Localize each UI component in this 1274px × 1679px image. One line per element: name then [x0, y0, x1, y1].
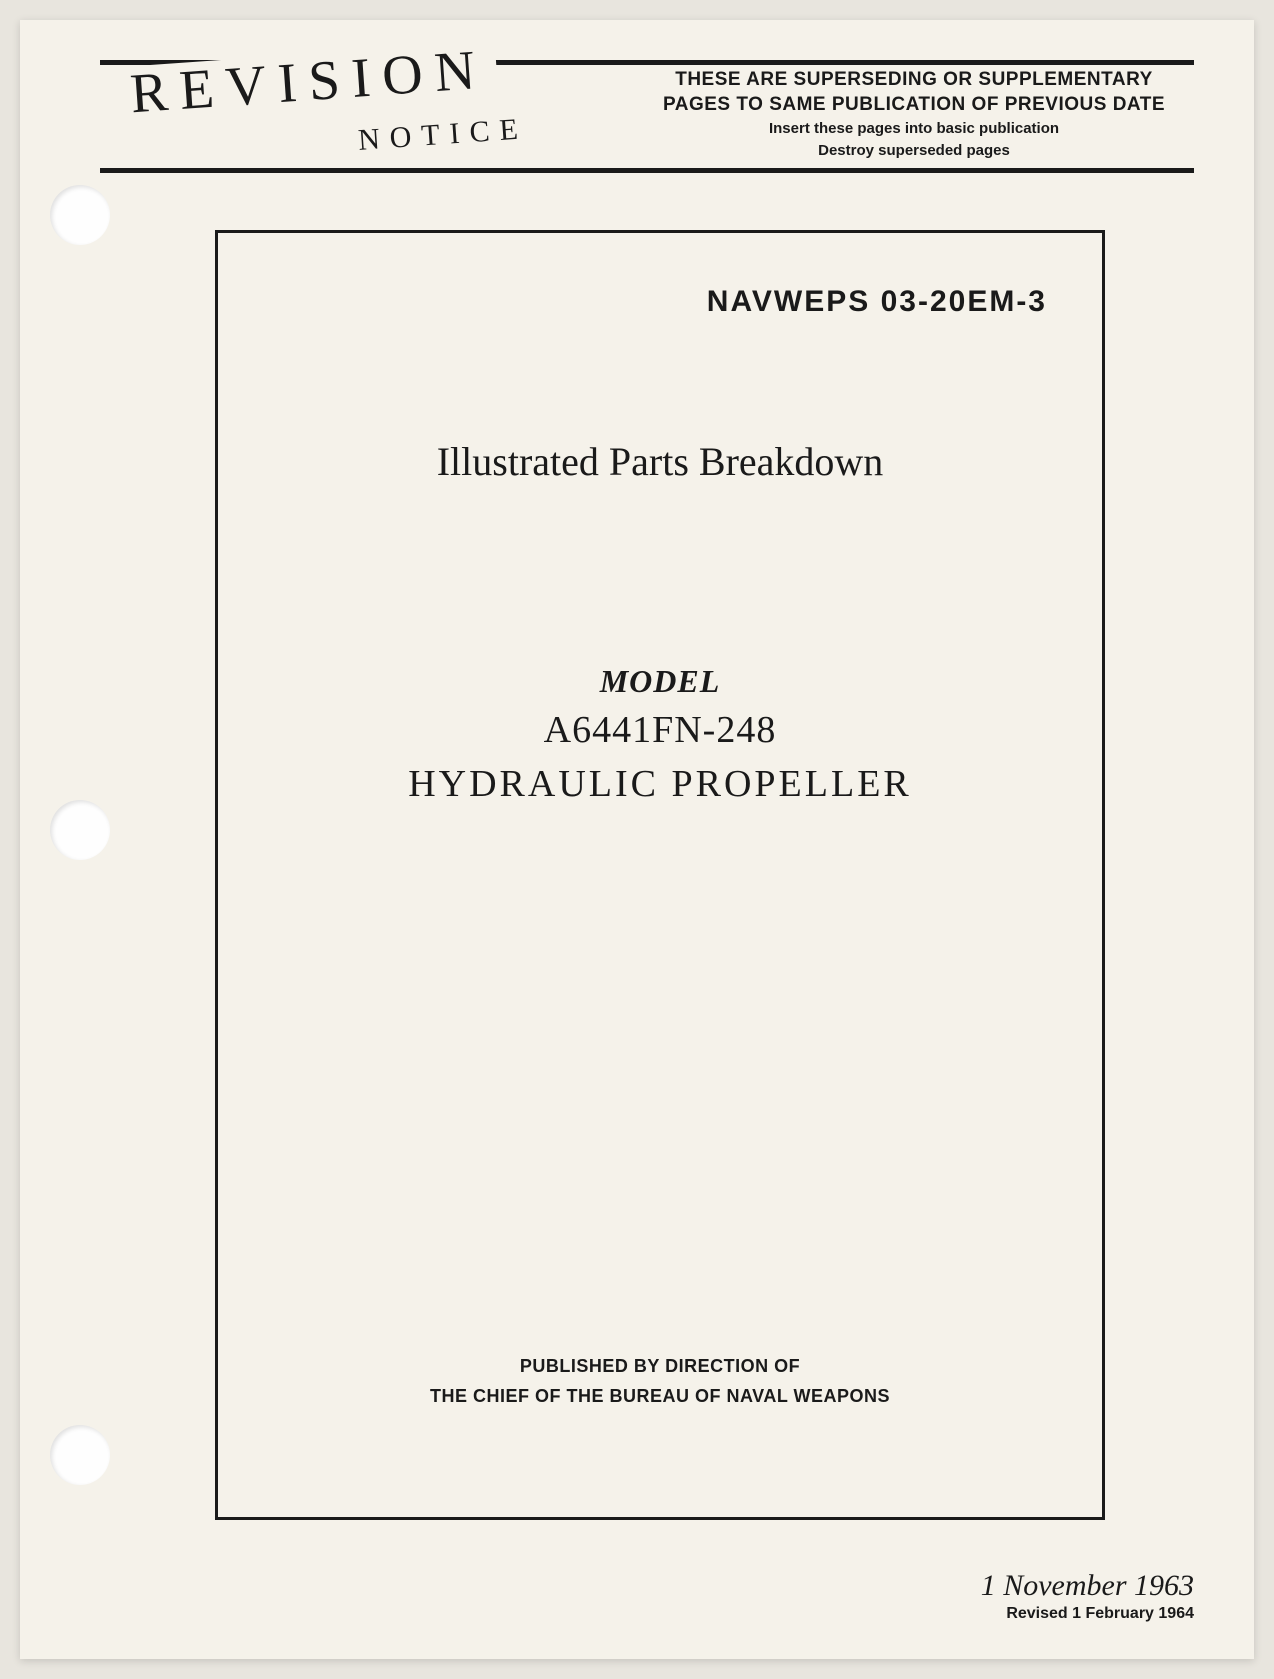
model-block: MODEL A6441FN-248 HYDRAULIC PROPELLER — [218, 663, 1102, 806]
revision-word: REVISION — [119, 41, 499, 123]
supplement-line: THESE ARE SUPERSEDING OR SUPPLEMENTARY — [634, 68, 1194, 93]
revision-notice-header: REVISION NOTICE THESE ARE SUPERSEDING OR… — [100, 60, 1194, 205]
publisher-line: PUBLISHED BY DIRECTION OF — [218, 1351, 1102, 1382]
punch-hole — [50, 800, 110, 860]
revised-date: Revised 1 February 1964 — [981, 1605, 1194, 1623]
supplement-text-block: THESE ARE SUPERSEDING OR SUPPLEMENTARY P… — [634, 68, 1194, 160]
publisher-block: PUBLISHED BY DIRECTION OF THE CHIEF OF T… — [218, 1351, 1102, 1412]
document-number: NAVWEPS 03-20EM-3 — [707, 285, 1047, 319]
issue-date: 1 November 1963 — [981, 1569, 1194, 1603]
model-name: HYDRAULIC PROPELLER — [218, 762, 1102, 806]
notice-word: NOTICE — [349, 114, 537, 157]
model-number: A6441FN-248 — [218, 708, 1102, 752]
document-title: Illustrated Parts Breakdown — [218, 438, 1102, 485]
title-page-frame: NAVWEPS 03-20EM-3 Illustrated Parts Brea… — [215, 230, 1105, 1520]
document-page: REVISION NOTICE THESE ARE SUPERSEDING OR… — [20, 20, 1254, 1659]
insert-instruction: Insert these pages into basic publicatio… — [634, 119, 1194, 139]
publisher-line: THE CHIEF OF THE BUREAU OF NAVAL WEAPONS — [218, 1381, 1102, 1412]
destroy-instruction: Destroy superseded pages — [634, 141, 1194, 161]
supplement-line: PAGES TO SAME PUBLICATION OF PREVIOUS DA… — [634, 93, 1194, 118]
date-block: 1 November 1963 Revised 1 February 1964 — [981, 1569, 1194, 1623]
bottom-rule — [100, 168, 1194, 173]
model-label: MODEL — [218, 663, 1102, 700]
punch-hole — [50, 1425, 110, 1485]
